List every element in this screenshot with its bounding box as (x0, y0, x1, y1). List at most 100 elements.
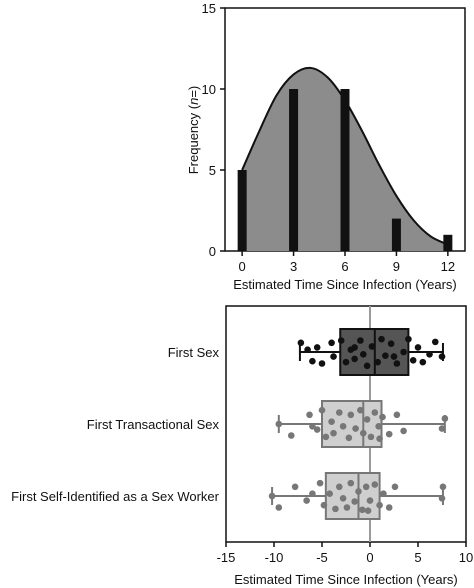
boxplot-x-tick-label-5: 10 (459, 550, 473, 565)
boxplot-row-0 (297, 328, 446, 376)
data-point (268, 492, 276, 500)
data-point (390, 353, 398, 360)
boxplot-x-tick-label-0: -15 (217, 550, 236, 565)
data-point (275, 420, 283, 428)
data-point (405, 335, 412, 343)
data-point (359, 429, 367, 437)
data-point (359, 351, 367, 358)
data-point (297, 339, 305, 347)
data-point (409, 356, 417, 364)
data-point (313, 426, 321, 433)
data-point (374, 358, 381, 366)
data-point (352, 425, 359, 432)
data-point (441, 415, 449, 422)
data-point (322, 433, 330, 441)
data-point (362, 483, 370, 491)
data-point (355, 488, 362, 495)
data-point (335, 409, 343, 416)
data-point (367, 433, 375, 441)
data-point (330, 353, 337, 360)
histogram-panel: 0 5 10 15 0 3 6 9 12 Estimated Time Since Infec… (186, 1, 466, 292)
data-point (357, 337, 364, 344)
data-point (380, 490, 387, 498)
data-point (330, 429, 337, 437)
boxplot-x-tick-label-1: -10 (265, 550, 284, 565)
data-point (326, 490, 333, 498)
data-point (439, 483, 447, 491)
data-point (364, 507, 372, 515)
data-point (371, 409, 379, 416)
boxplot-x-axis-label: Estimated Time Since Infection (Years) (234, 572, 458, 587)
data-point (385, 430, 393, 438)
boxplot-category-labels: First Sex First Transactional Sex First Se… (11, 345, 220, 504)
data-point (382, 352, 389, 359)
data-point (419, 358, 427, 366)
data-point (275, 504, 283, 511)
histogram-x-axis-label: Estimated Time Since Infection (Years) (233, 277, 457, 292)
data-point (363, 416, 371, 423)
data-point (320, 501, 328, 509)
data-point (309, 423, 316, 430)
data-point (376, 435, 383, 443)
data-point (379, 413, 386, 421)
histogram-bar-2 (340, 89, 350, 251)
data-point (347, 411, 355, 419)
data-point (337, 337, 345, 344)
data-point (357, 406, 364, 414)
data-point (318, 406, 326, 414)
histogram-y-ticks: 0 5 10 15 (202, 1, 225, 259)
data-point (371, 481, 379, 488)
data-point (400, 348, 407, 356)
data-point (304, 346, 311, 354)
data-point (328, 418, 335, 426)
data-point (303, 497, 310, 504)
histogram-x-tick-label-2: 6 (341, 259, 348, 274)
data-point (363, 362, 371, 370)
data-point (391, 483, 399, 491)
histogram-y-axis-label: Frequency (n=) (186, 86, 201, 175)
data-point (287, 432, 295, 439)
data-point (368, 343, 376, 350)
data-point (438, 353, 446, 360)
data-point (339, 423, 347, 430)
data-point (335, 483, 343, 491)
data-point (366, 497, 374, 504)
data-point (426, 351, 433, 358)
boxplot-x-tick-label-4: 5 (414, 550, 421, 565)
data-point (378, 335, 385, 343)
data-point (385, 504, 393, 511)
boxplot-frame (225, 305, 467, 543)
histogram-x-tick-label-3: 9 (393, 259, 400, 274)
data-point (351, 344, 358, 351)
boxplot-series (268, 328, 449, 520)
data-point (438, 495, 446, 502)
histogram-y-tick-label-0: 0 (209, 244, 216, 259)
data-point (400, 427, 407, 435)
data-point (414, 344, 422, 351)
histogram-x-tick-label-0: 0 (239, 259, 246, 274)
boxplot-panel: First Sex First Transactional Sex First Se… (11, 305, 473, 587)
data-point (343, 504, 351, 511)
iqr-box (324, 472, 381, 520)
ylabel-part-n: n (186, 98, 201, 105)
histogram-x-tick-label-4: 12 (441, 259, 455, 274)
density-curve (241, 66, 449, 246)
data-point (438, 425, 446, 432)
histogram-bar-1 (289, 89, 299, 251)
data-point (393, 360, 401, 367)
data-point (387, 340, 395, 348)
histogram-x-tick-label-1: 3 (290, 259, 297, 274)
ylabel-part-2: =) (186, 86, 201, 98)
histogram-y-tick-label-2: 10 (202, 82, 216, 97)
data-point (351, 355, 358, 363)
data-point (309, 357, 316, 365)
data-point (375, 423, 382, 430)
ylabel-part-1: Frequency ( (186, 104, 201, 174)
data-point (342, 358, 350, 366)
boxplot-row-2 (268, 472, 447, 520)
data-point (291, 483, 299, 491)
boxplot-category-label-1: First Transactional Sex (87, 417, 220, 432)
data-point (376, 501, 383, 509)
histogram-bars (237, 89, 453, 251)
boxplot-x-tick-label-3: 0 (366, 550, 373, 565)
